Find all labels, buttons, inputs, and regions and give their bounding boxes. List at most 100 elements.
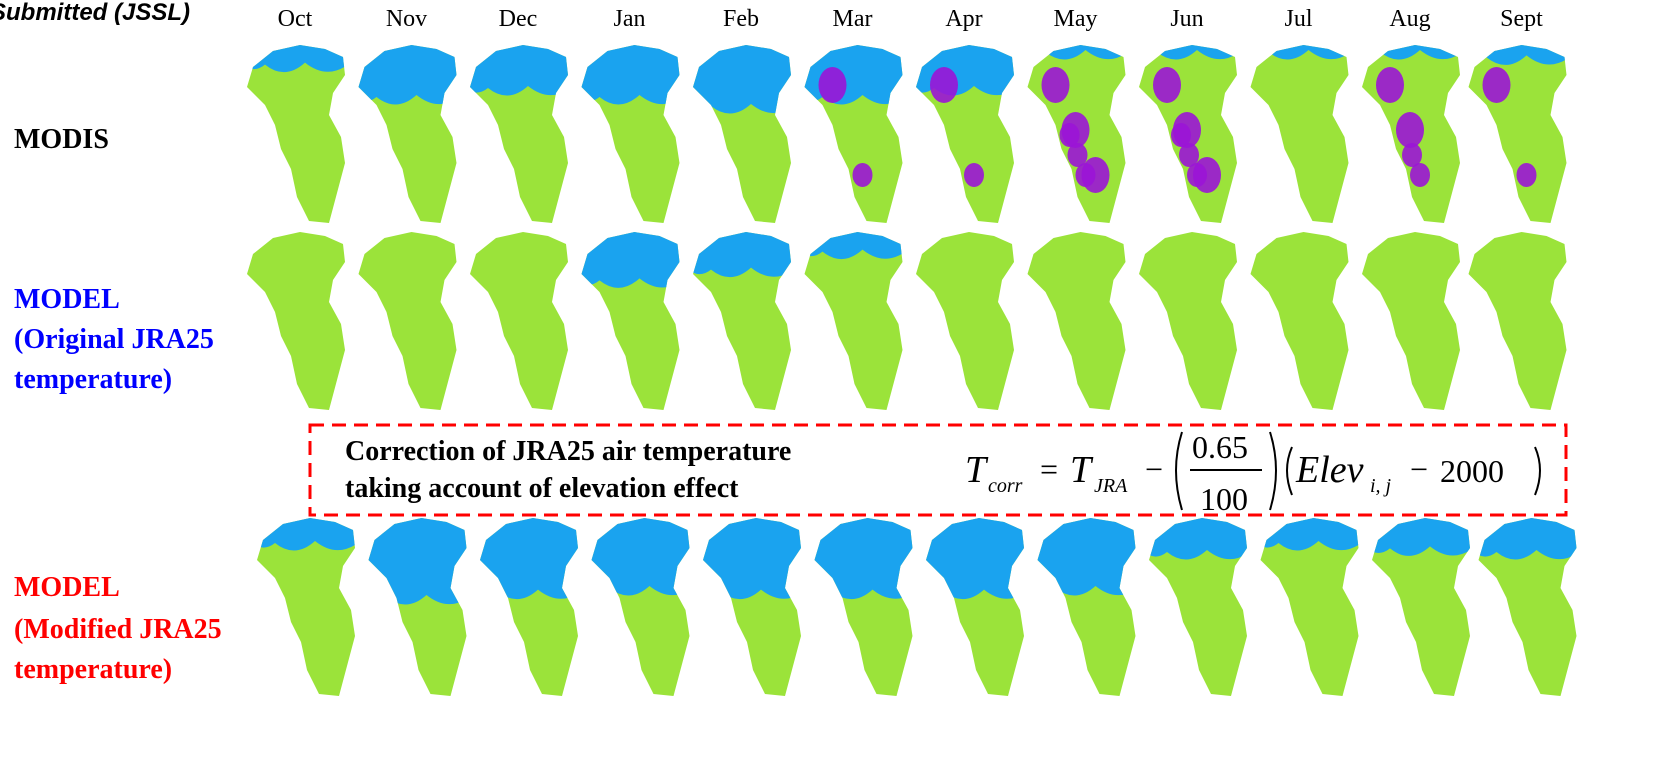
purple-patch [1376, 67, 1404, 103]
formula-part: Elev [1295, 449, 1364, 491]
basin-land [470, 232, 568, 410]
purple-patch [964, 163, 984, 187]
formula-part: 2000 [1440, 453, 1504, 489]
basin-cover [813, 518, 913, 599]
basin-map [1362, 232, 1460, 410]
formula-part: − [1410, 451, 1428, 487]
basin-map [1139, 232, 1237, 410]
snow-cover [590, 518, 690, 596]
snow-cover [1477, 518, 1577, 560]
basin-cover [478, 518, 578, 599]
basin-map [916, 232, 1014, 410]
basin-map [367, 518, 467, 696]
snow-cover [478, 518, 578, 599]
basin-cover [255, 518, 355, 551]
basin-map [468, 45, 568, 223]
row-label: temperature) [14, 364, 172, 395]
purple-patch [1060, 123, 1080, 147]
basin-map [1251, 232, 1349, 410]
basin-cover [580, 45, 680, 105]
basin-land [1362, 232, 1460, 410]
basin-map [1026, 45, 1126, 223]
basin-map [1469, 232, 1567, 410]
basin-cover [590, 518, 690, 596]
row-label: (Original JRA25 [14, 324, 214, 355]
snow-cover [914, 45, 1014, 96]
basin-cover [1370, 518, 1470, 556]
purple-patch [1171, 123, 1191, 147]
formula-part: 100 [1200, 481, 1248, 517]
basin-map [924, 518, 1024, 696]
correction-text: taking account of elevation effect [345, 473, 739, 504]
basin-map [1249, 45, 1349, 223]
basin-map [1467, 45, 1567, 223]
month-label: Aug [1389, 6, 1430, 32]
basin-land [1139, 232, 1237, 410]
snow-cover [1036, 518, 1136, 596]
basin-land [805, 232, 903, 410]
formula-part: − [1145, 451, 1163, 487]
basin-cover [924, 518, 1024, 599]
snow-cover [1147, 518, 1247, 560]
basin-land [1469, 232, 1567, 410]
basin-land [1251, 232, 1349, 410]
month-label: May [1054, 6, 1098, 32]
basin-map [590, 518, 690, 696]
basin-map [1028, 232, 1126, 410]
month-label: Dec [499, 6, 538, 32]
basin-cover [1147, 518, 1247, 560]
basin-land [1251, 45, 1349, 223]
snow-cover [357, 45, 457, 105]
snow-cover [580, 232, 680, 288]
formula-part: i, j [1370, 475, 1392, 497]
basin-cover [691, 232, 791, 277]
header-note: Submitted (JSSL) [0, 0, 190, 26]
basin-map [1147, 518, 1247, 696]
purple-patch [1396, 112, 1424, 148]
purple-patch [1082, 157, 1110, 193]
basin-map [691, 232, 791, 410]
basin-map [1137, 45, 1237, 223]
correction-text: Correction of JRA25 air temperature [345, 436, 791, 467]
basin-map [580, 45, 680, 223]
basin-map [914, 45, 1014, 223]
snow-cover [924, 518, 1024, 599]
month-label: Feb [723, 6, 759, 32]
snow-cover [580, 45, 680, 105]
purple-patch [1042, 67, 1070, 103]
month-label: Sept [1500, 6, 1543, 32]
month-label: Apr [945, 6, 982, 32]
basin-cover [357, 45, 457, 105]
basin-land [916, 232, 1014, 410]
basin-map [1477, 518, 1577, 696]
basin-map [245, 45, 345, 223]
basin-map [803, 232, 903, 410]
month-label: Nov [386, 6, 427, 32]
purple-patch [1153, 67, 1181, 103]
basin-land [1028, 232, 1126, 410]
snow-cover [255, 518, 355, 551]
row-label: MODIS [14, 124, 109, 155]
basin-land [247, 45, 345, 223]
snow-cover [803, 45, 903, 105]
basin-cover [367, 518, 467, 605]
snow-cover [691, 232, 791, 277]
basin-map [691, 45, 791, 223]
basin-map [580, 232, 680, 410]
row-label: (Modified JRA25 [14, 614, 222, 645]
formula-part: T [1070, 449, 1094, 491]
formula-part: JRA [1094, 475, 1128, 497]
month-label: Mar [833, 6, 873, 32]
purple-patch [1517, 163, 1537, 187]
basin-map [803, 45, 903, 223]
basin-map [701, 518, 801, 696]
basin-map [247, 232, 345, 410]
row-label: temperature) [14, 654, 172, 685]
basin-map [357, 45, 457, 223]
basin-map [470, 232, 568, 410]
formula-part: 0.65 [1192, 429, 1248, 465]
basin-cover [1259, 518, 1359, 551]
row-label: MODEL [14, 284, 120, 315]
basin-map [1360, 45, 1460, 223]
purple-patch [930, 67, 958, 103]
